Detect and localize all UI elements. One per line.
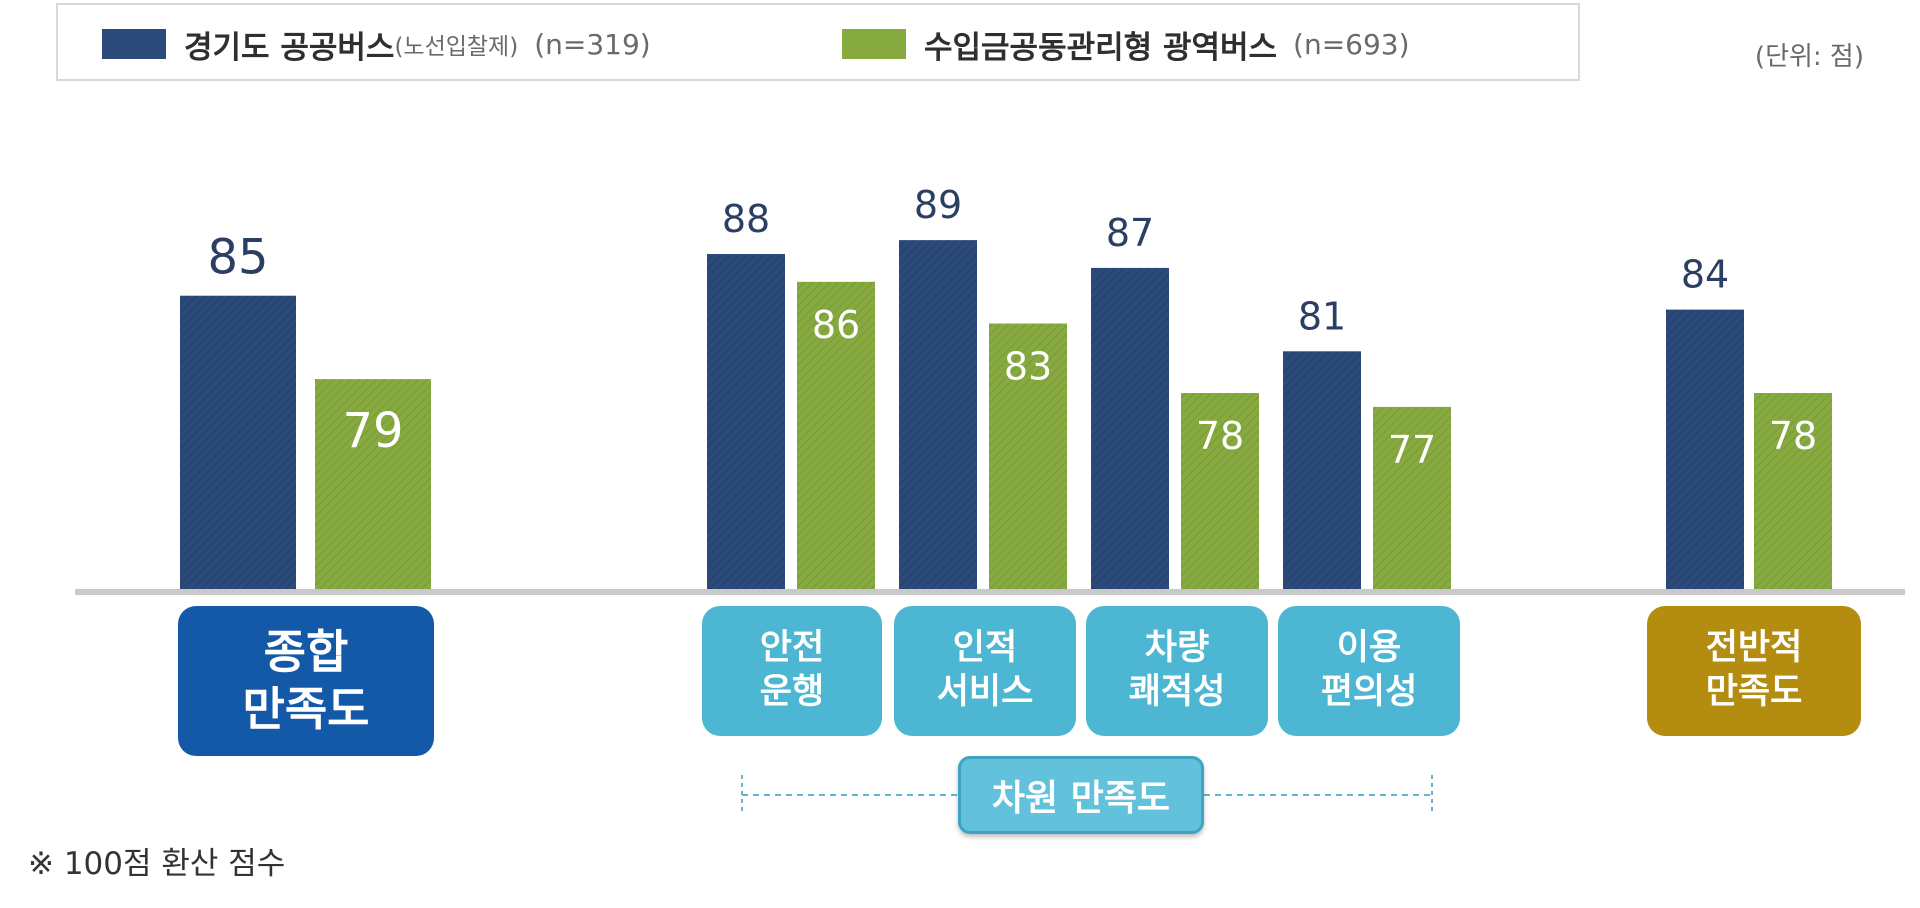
legend-item-series2: 수입금공동관리형 광역버스 (n=693) — [842, 27, 1410, 66]
dimension-group-label: 차원 만족도 — [958, 756, 1204, 834]
category-box-general: 전반적 만족도 — [1647, 606, 1861, 736]
value-label-series1-3: 89 — [914, 183, 962, 227]
category-box-service: 인적 서비스 — [894, 606, 1076, 736]
bar-series2-2 — [797, 281, 875, 589]
bar-series2-3 — [989, 323, 1067, 589]
legend: 경기도 공공버스 (노선입찰제) (n=319) 수입금공동관리형 광역버스 (n… — [56, 3, 1580, 81]
bar-series1-6 — [1666, 309, 1744, 589]
bar-series2-6 — [1754, 393, 1832, 589]
legend-swatch-series1 — [102, 29, 166, 59]
category-box-comfort: 차량 쾌적성 — [1086, 606, 1268, 736]
value-label-series1-6: 84 — [1681, 253, 1729, 297]
legend-series1-sub: (노선입찰제) — [394, 34, 519, 60]
footnote: ※ 100점 환산 점수 — [28, 846, 286, 882]
bar-series1-2 — [707, 254, 785, 589]
category-box-safety: 안전 운행 — [702, 606, 882, 736]
bar-series2-5 — [1373, 406, 1451, 589]
value-label-series2-4: 78 — [1196, 414, 1244, 458]
bar-series2-4 — [1181, 393, 1259, 589]
category-box-overall: 종합 만족도 — [178, 606, 434, 756]
bar-series1-3 — [899, 240, 977, 590]
legend-item-series1: 경기도 공공버스 (노선입찰제) (n=319) — [102, 27, 651, 66]
value-label-series1-5: 81 — [1298, 294, 1346, 338]
unit-label: (단위: 점) — [1754, 42, 1864, 72]
legend-swatch-series2 — [842, 29, 906, 59]
category-box-convenience: 이용 편의성 — [1278, 606, 1460, 736]
bars-layer: 85 79 88 86 89 83 87 78 81 77 84 78 — [180, 183, 1832, 590]
legend-series1-n: (n=319) — [534, 27, 651, 61]
value-label-series1-2: 88 — [722, 197, 770, 241]
bar-series2-1 — [315, 379, 431, 589]
value-label-series2-3: 83 — [1004, 345, 1052, 389]
value-label-series2-5: 77 — [1388, 428, 1436, 472]
value-label-series2-2: 86 — [812, 303, 860, 347]
value-label-series1-4: 87 — [1106, 211, 1154, 255]
legend-series1-name: 경기도 공공버스 — [184, 29, 395, 66]
legend-series2-name: 수입금공동관리형 광역버스 — [924, 29, 1278, 66]
value-label-series1-1: 85 — [207, 230, 268, 286]
legend-series2-n: (n=693) — [1293, 27, 1410, 61]
bar-series1-4 — [1091, 267, 1169, 589]
bar-series1-5 — [1283, 351, 1361, 589]
bar-series1-1 — [180, 295, 296, 589]
value-label-series2-6: 78 — [1769, 414, 1817, 458]
value-label-series2-1: 79 — [342, 403, 403, 459]
